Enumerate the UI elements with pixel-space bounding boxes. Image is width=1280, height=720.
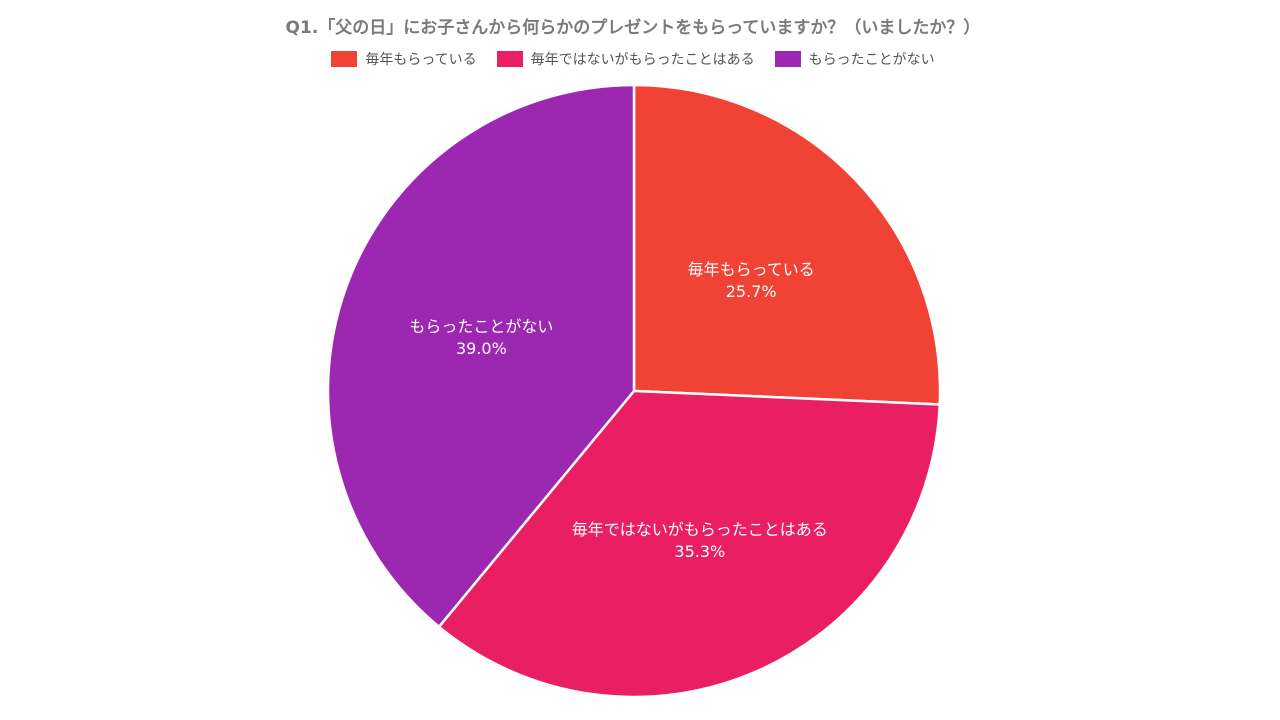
legend-item-sometimes[interactable]: 毎年ではないがもらったことはある — [496, 49, 755, 69]
legend-item-never[interactable]: もらったことがない — [774, 49, 935, 69]
slice-value-label: 39.0% — [456, 339, 507, 358]
slice-value-label: 25.7% — [726, 282, 777, 301]
slice-never[interactable] — [326, 83, 636, 629]
legend-swatch — [774, 51, 801, 67]
legend-item-every-year[interactable]: 毎年もらっている — [331, 49, 477, 69]
slice-category-label: 毎年ではないがもらったことはある — [572, 520, 828, 539]
legend-swatch — [331, 51, 358, 67]
slice-every-year[interactable] — [632, 83, 942, 406]
slice-sometimes[interactable] — [437, 389, 941, 699]
legend: 毎年もらっている 毎年ではないがもらったことはある もらったことがない — [0, 49, 1266, 69]
chart-title: Q1.「父の日」にお子さんから何らかのプレゼントをもらっていますか？（いましたか… — [285, 18, 981, 38]
slice-category-label: 毎年もらっている — [688, 260, 815, 279]
slice-category-label: もらったことがない — [409, 317, 553, 336]
legend-swatch — [496, 51, 523, 67]
legend-label: 毎年もらっている — [365, 52, 477, 68]
legend-label: 毎年ではないがもらったことはある — [530, 52, 755, 68]
legend-label: もらったことがない — [808, 52, 935, 68]
slice-value-label: 35.3% — [674, 542, 725, 561]
